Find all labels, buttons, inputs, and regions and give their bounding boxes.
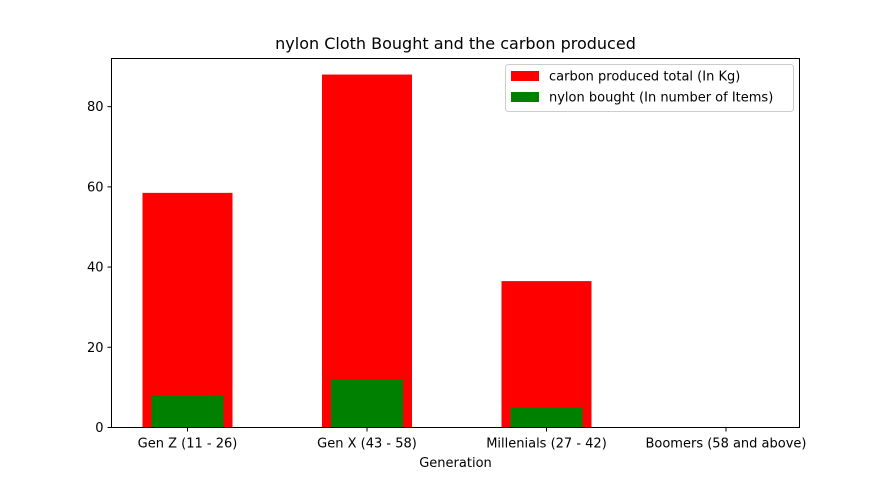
bar-carbon-1 — [322, 74, 412, 428]
bar-nylon-1 — [331, 379, 403, 428]
bar-nylon-2 — [510, 407, 583, 428]
x-axis-title: Generation — [419, 456, 492, 471]
y-tick-label: 0 — [95, 421, 103, 436]
x-tick-label: Millenials (27 - 42) — [486, 437, 607, 452]
plot-frame — [111, 58, 800, 428]
chart-title: nylon Cloth Bought and the carbon produc… — [275, 34, 636, 53]
y-tick-label: 60 — [87, 180, 104, 195]
x-tick-label: Gen Z (11 - 26) — [138, 437, 238, 452]
legend-swatch-carbon — [511, 71, 539, 81]
y-tick-label: 20 — [87, 341, 104, 356]
carbon-bars — [142, 74, 592, 428]
nylon-bars — [151, 379, 583, 428]
x-tick-label: Boomers (58 and above) — [645, 437, 806, 452]
bar-carbon-0 — [142, 192, 233, 428]
x-axis: Gen Z (11 - 26) Gen X (43 - 58) Millenials… — [138, 427, 807, 452]
legend-box — [505, 64, 794, 112]
legend-label-carbon: carbon produced total (In Kg) — [549, 70, 740, 85]
bar-nylon-0 — [151, 395, 224, 428]
legend-swatch-nylon — [511, 92, 539, 102]
bar-carbon-2 — [501, 281, 592, 428]
plot-area — [111, 58, 800, 428]
x-tick-label: Gen X (43 - 58) — [317, 437, 417, 452]
legend: carbon produced total (In Kg) nylon boug… — [505, 64, 794, 112]
y-tick-label: 40 — [87, 261, 104, 276]
legend-label-nylon: nylon bought (In number of Items) — [549, 91, 773, 106]
y-axis: 0 20 40 60 80 — [87, 100, 112, 436]
y-tick-label: 80 — [87, 100, 104, 115]
